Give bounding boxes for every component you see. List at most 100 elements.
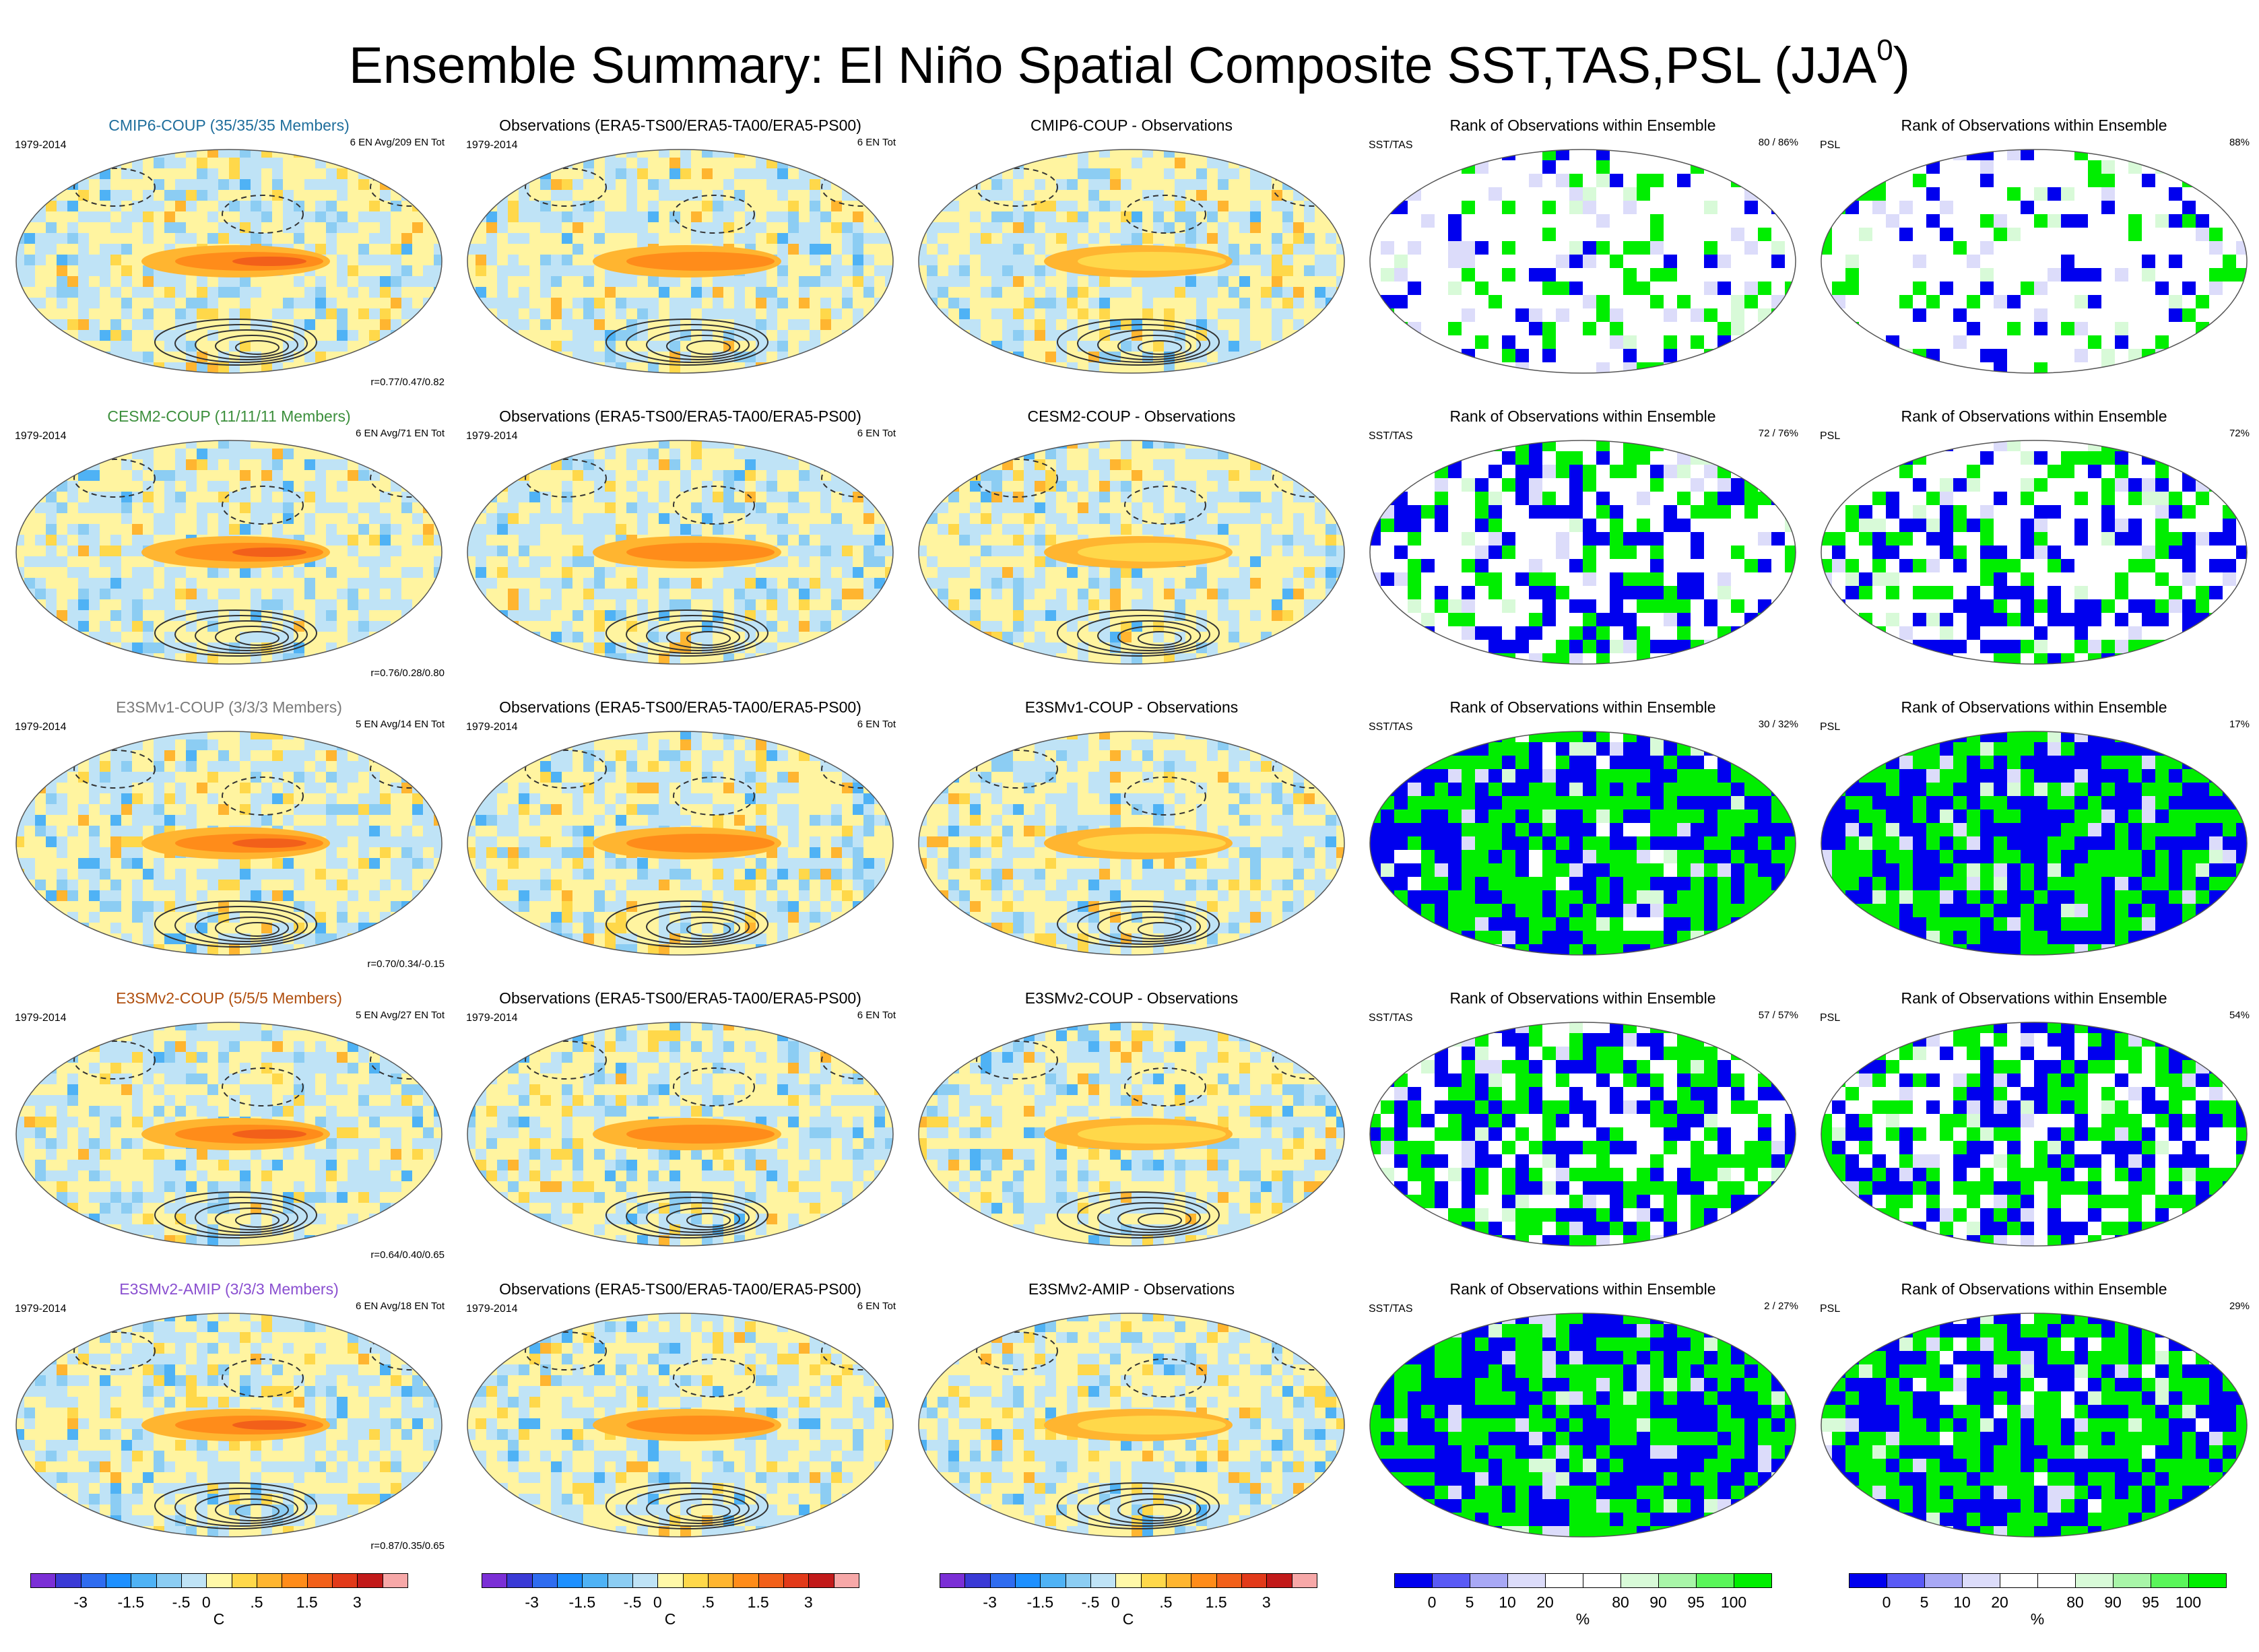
observations-panel: Observations (ERA5-TS00/ERA5-TA00/ERA5-P… xyxy=(458,696,903,972)
rank-sst-tas-panel: Rank of Observations within Ensemble SST/… xyxy=(1361,114,1805,391)
difference-title: CMIP6-COUP - Observations xyxy=(1030,117,1233,134)
rank-title: Rank of Observations within Ensemble xyxy=(1901,698,2167,716)
colorbar-tick: -3 xyxy=(73,1593,88,1611)
rank-map xyxy=(1819,438,2250,667)
colorbar-swatch xyxy=(2037,1573,2076,1588)
colorbar-tick: 80 xyxy=(2066,1593,2084,1611)
correlation-label: r=0.76/0.28/0.80 xyxy=(370,667,445,679)
difference-panel: E3SMv2-AMIP - Observations xyxy=(909,1278,1354,1554)
years-label: 1979-2014 xyxy=(15,139,67,151)
rank-sst-tas-panel: Rank of Observations within Ensemble SST/… xyxy=(1361,405,1805,682)
colorbar-swatch xyxy=(80,1573,106,1588)
event-count: 6 EN Tot xyxy=(857,719,896,730)
temperature-map xyxy=(13,1020,445,1249)
colorbar-tick: -1.5 xyxy=(568,1593,596,1611)
years-label: 1979-2014 xyxy=(15,1012,67,1024)
colorbar-tick: .5 xyxy=(1159,1593,1173,1611)
rank-psl-panel: Rank of Observations within Ensemble PSL 5… xyxy=(1812,987,2256,1263)
colorbar-swatch xyxy=(1090,1573,1117,1588)
colorbar-swatch xyxy=(2075,1573,2114,1588)
colorbar-swatch xyxy=(30,1573,57,1588)
temperature-map xyxy=(465,729,896,958)
colorbar-tick: 0 xyxy=(1882,1593,1891,1611)
difference-title: E3SMv2-COUP - Observations xyxy=(1024,989,1239,1007)
colorbar-swatch xyxy=(2188,1573,2227,1588)
temperature-map xyxy=(13,438,445,667)
colorbar-unit: C xyxy=(1122,1610,1134,1628)
colorbar-tick: 100 xyxy=(1720,1593,1747,1611)
colorbar-swatch xyxy=(1696,1573,1734,1588)
colorbar-swatch xyxy=(1507,1573,1546,1588)
observations-title: Observations (ERA5-TS00/ERA5-TA00/ERA5-P… xyxy=(499,698,861,716)
colorbar-swatch xyxy=(332,1573,358,1588)
colorbar-tick: 3 xyxy=(804,1593,813,1611)
colorbar-swatch xyxy=(657,1573,684,1588)
event-count: 6 EN Avg/71 EN Tot xyxy=(355,428,445,439)
colorbar-tick: 10 xyxy=(1499,1593,1516,1611)
observations-title: Observations (ERA5-TS00/ERA5-TA00/ERA5-P… xyxy=(499,1280,861,1298)
colorbar-tick: 0 xyxy=(201,1593,211,1611)
colorbar-swatch xyxy=(557,1573,583,1588)
colorbar-swatch xyxy=(940,1573,966,1588)
colorbar-swatch xyxy=(1658,1573,1697,1588)
colorbar-swatch xyxy=(1849,1573,1887,1588)
colorbar-tick: -3 xyxy=(525,1593,539,1611)
colorbar-tick: 1.5 xyxy=(296,1593,318,1611)
years-label: 1979-2014 xyxy=(466,1012,518,1024)
colorbar-tick: 90 xyxy=(1649,1593,1667,1611)
rank-map xyxy=(1367,147,1798,376)
event-count: 6 EN Avg/209 EN Tot xyxy=(350,137,445,148)
colorbar-tick: .5 xyxy=(701,1593,715,1611)
colorbar-rank-psl: 0 5 10 20 80 90 95 100% xyxy=(1849,1573,2227,1628)
colorbar-swatch xyxy=(1545,1573,1583,1588)
correlation-label: r=0.87/0.35/0.65 xyxy=(370,1540,445,1552)
colorbar-swatch xyxy=(282,1573,308,1588)
colorbar-tick: 0 xyxy=(1427,1593,1437,1611)
colorbar-unit: % xyxy=(2030,1610,2045,1628)
model-composite-panel: E3SMv2-AMIP (3/3/3 Members) 1979-2014 6 EN… xyxy=(7,1278,451,1554)
colorbar-swatch xyxy=(964,1573,991,1588)
variable-label: PSL xyxy=(1820,721,1841,733)
correlation-label: r=0.70/0.34/-0.15 xyxy=(367,958,445,970)
rank-title: Rank of Observations within Ensemble xyxy=(1901,1280,2167,1298)
correlation-label: r=0.77/0.47/0.82 xyxy=(370,376,445,388)
colorbar-tick: 95 xyxy=(1687,1593,1705,1611)
colorbar-tick: .5 xyxy=(250,1593,263,1611)
difference-panel: E3SMv1-COUP - Observations xyxy=(909,696,1354,972)
rank-title: Rank of Observations within Ensemble xyxy=(1449,698,1716,716)
colorbar-tick: -.5 xyxy=(172,1593,191,1611)
colorbar-swatch xyxy=(506,1573,533,1588)
model-title: CMIP6-COUP (35/35/35 Members) xyxy=(108,117,350,134)
years-label: 1979-2014 xyxy=(15,1303,67,1315)
rank-map xyxy=(1819,729,2250,958)
colorbar-tick: 1.5 xyxy=(1205,1593,1227,1611)
colorbar-swatch xyxy=(1241,1573,1268,1588)
event-count: 6 EN Tot xyxy=(857,1300,896,1312)
colorbar-tick: -3 xyxy=(983,1593,997,1611)
colorbar-temp-model: -3 -1.5 -.5 0 .5 1.5 3 C xyxy=(30,1573,408,1628)
colorbar-swatch xyxy=(1432,1573,1470,1588)
rank-title: Rank of Observations within Ensemble xyxy=(1449,1280,1716,1298)
colorbar-swatch xyxy=(206,1573,232,1588)
colorbar-swatch xyxy=(2000,1573,2038,1588)
colorbar-swatch xyxy=(382,1573,408,1588)
colorbar-tick: 20 xyxy=(1536,1593,1554,1611)
model-title: CESM2-COUP (11/11/11 Members) xyxy=(107,407,351,425)
rank-map xyxy=(1367,438,1798,667)
event-count: 6 EN Tot xyxy=(857,428,896,439)
difference-panel: CMIP6-COUP - Observations xyxy=(909,114,1354,391)
colorbar-swatch xyxy=(1291,1573,1317,1588)
rank-percent: 2 / 27% xyxy=(1764,1300,1798,1312)
event-count: 5 EN Avg/27 EN Tot xyxy=(355,1010,445,1021)
colorbar-tick: 3 xyxy=(1262,1593,1271,1611)
variable-label: PSL xyxy=(1820,1303,1841,1315)
colorbar-swatch xyxy=(1166,1573,1192,1588)
colorbar-tick: 1.5 xyxy=(747,1593,769,1611)
correlation-label: r=0.64/0.40/0.65 xyxy=(370,1249,445,1261)
colorbar-swatch xyxy=(1065,1573,1091,1588)
model-composite-panel: E3SMv1-COUP (3/3/3 Members) 1979-2014 5 EN… xyxy=(7,696,451,972)
colorbar-tick: 100 xyxy=(2175,1593,2202,1611)
years-label: 1979-2014 xyxy=(466,139,518,151)
colorbar-unit: C xyxy=(664,1610,676,1628)
temperature-map xyxy=(465,1311,896,1540)
